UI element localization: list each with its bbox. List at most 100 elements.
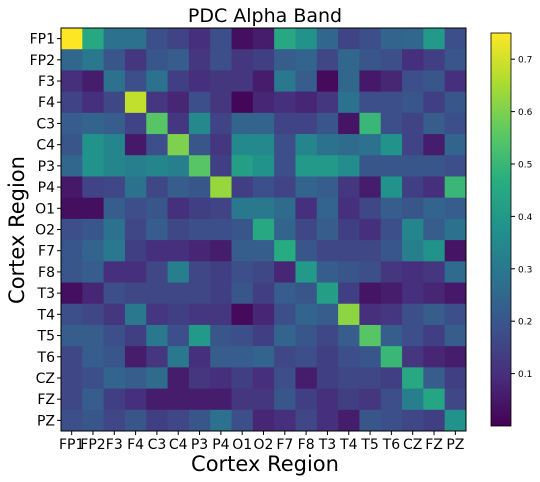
x-tick-label: FP2 — [80, 437, 105, 453]
heatmap-cell — [274, 70, 296, 93]
heatmap-cell — [380, 409, 403, 432]
heatmap-cell — [423, 49, 446, 71]
heatmap-cell — [252, 303, 275, 326]
heatmap-cell — [402, 324, 424, 347]
heatmap-cell — [444, 70, 467, 93]
heatmap-cell — [444, 261, 467, 284]
heatmap-cell — [423, 218, 446, 241]
heatmap-cell — [124, 112, 147, 135]
heatmap-cell — [188, 197, 211, 220]
x-tick-label: P4 — [212, 437, 229, 453]
heatmap-cell — [252, 409, 275, 432]
heatmap-cell — [316, 409, 339, 432]
x-tick-label: T6 — [382, 437, 401, 453]
heatmap-cell — [167, 388, 190, 411]
heatmap-cell — [359, 197, 382, 220]
x-tick-label: PZ — [446, 437, 464, 453]
heatmap-cell — [338, 303, 360, 326]
x-tick-label: F3 — [106, 437, 123, 453]
colorbar-tick-label: 0.4 — [518, 213, 533, 223]
heatmap-cell — [82, 303, 105, 326]
heatmap-cell — [231, 409, 254, 432]
heatmap-cell — [380, 197, 403, 220]
heatmap-cell — [316, 112, 339, 135]
heatmap-cell — [146, 197, 169, 220]
heatmap-cell — [380, 367, 403, 390]
x-tick-label: FP1 — [59, 437, 84, 453]
heatmap-cell — [146, 303, 169, 326]
heatmap-cell — [316, 282, 339, 305]
chart-title: PDC Alpha Band — [188, 5, 342, 27]
heatmap-cell — [82, 176, 105, 199]
y-tick-label: O1 — [35, 201, 55, 217]
x-axis-label: Cortex Region — [191, 452, 339, 476]
heatmap-cell — [231, 91, 254, 114]
heatmap-cell — [274, 282, 296, 305]
heatmap-cell — [210, 28, 233, 50]
heatmap-cell — [316, 134, 339, 156]
y-tick-label: F8 — [38, 265, 55, 281]
heatmap-cell — [444, 367, 467, 390]
heatmap-cell — [444, 112, 467, 135]
heatmap-cell — [188, 176, 211, 199]
heatmap-cell — [210, 197, 233, 220]
heatmap-cell — [103, 409, 126, 432]
heatmap-cells — [61, 28, 467, 432]
heatmap-cell — [402, 155, 424, 177]
heatmap-cell — [103, 324, 126, 347]
heatmap-cell — [316, 367, 339, 390]
heatmap-cell — [444, 28, 467, 50]
y-tick-label: C4 — [36, 138, 55, 154]
heatmap-cell — [103, 91, 126, 114]
heatmap-cell — [359, 91, 382, 114]
heatmap-cell — [295, 324, 318, 347]
heatmap-cell — [338, 70, 360, 93]
heatmap-cell — [167, 70, 190, 93]
heatmap-cell — [146, 261, 169, 284]
y-tick-label: T4 — [37, 307, 56, 323]
x-tick-label: CZ — [403, 437, 422, 453]
heatmap-cell — [61, 303, 83, 326]
x-tick-label: T4 — [339, 437, 358, 453]
heatmap-cell — [146, 28, 169, 50]
heatmap-cell — [316, 91, 339, 114]
heatmap-cell — [124, 324, 147, 347]
heatmap-cell — [338, 197, 360, 220]
y-tick-label: F4 — [38, 95, 55, 111]
heatmap-cell — [274, 388, 296, 411]
heatmap-cell — [295, 303, 318, 326]
heatmap-cell — [82, 28, 105, 50]
heatmap-cell — [402, 388, 424, 411]
heatmap-cell — [338, 218, 360, 241]
colorbar-ticks: 0.1 0.2 0.3 0.4 0.5 0.6 0.7 — [511, 56, 533, 380]
heatmap-cell — [124, 28, 147, 50]
heatmap-cell — [231, 282, 254, 305]
heatmap-cell — [402, 197, 424, 220]
heatmap-cell — [146, 240, 169, 262]
heatmap-cell — [124, 282, 147, 305]
heatmap-cell — [274, 197, 296, 220]
heatmap-cell — [380, 176, 403, 199]
heatmap-cell — [210, 112, 233, 135]
heatmap-cell — [82, 409, 105, 432]
heatmap-cell — [124, 197, 147, 220]
heatmap-cell — [316, 176, 339, 199]
heatmap-cell — [338, 134, 360, 156]
heatmap-cell — [402, 70, 424, 93]
y-tick-label: CZ — [36, 371, 55, 387]
heatmap-cell — [252, 261, 275, 284]
plot-frame — [60, 27, 467, 432]
heatmap-cell — [61, 240, 83, 262]
heatmap-cell — [338, 261, 360, 284]
heatmap-cell — [380, 346, 403, 368]
heatmap-cell — [167, 28, 190, 50]
heatmap-cell — [124, 155, 147, 177]
heatmap-cell — [167, 49, 190, 71]
heatmap-cell — [231, 367, 254, 390]
heatmap-cell — [188, 282, 211, 305]
heatmap-cell — [82, 324, 105, 347]
heatmap-cell — [274, 367, 296, 390]
heatmap-cell — [82, 197, 105, 220]
heatmap-cell — [210, 91, 233, 114]
